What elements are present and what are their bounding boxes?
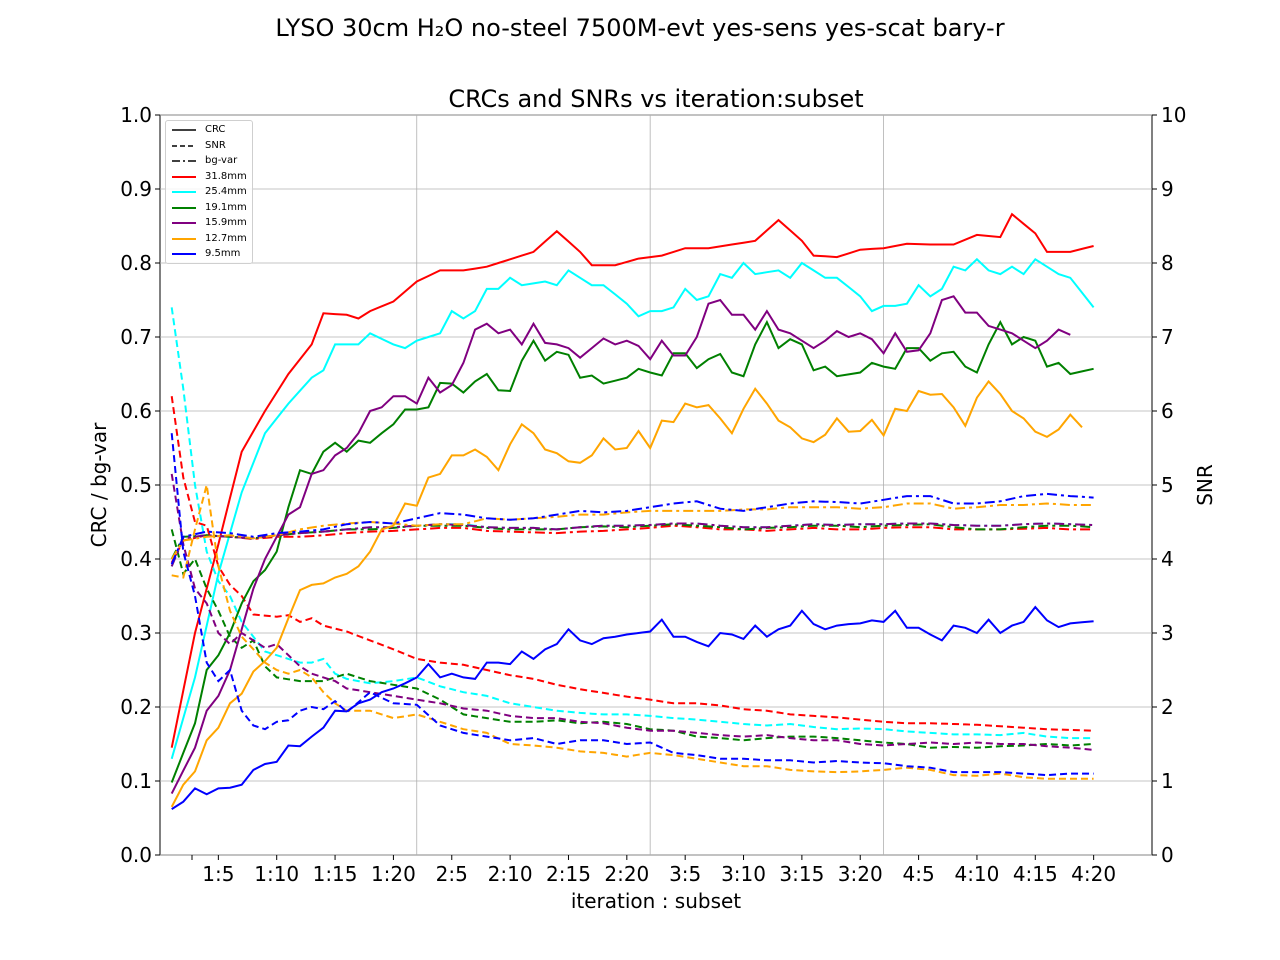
y-tick-label: 0.0	[120, 843, 152, 867]
bgvar-line-9-5mm	[170, 492, 1094, 565]
bgvar-line-12-7mm	[170, 502, 1094, 560]
x-tick-label: 2:15	[546, 862, 591, 886]
legend-line-19-1mm	[172, 207, 196, 209]
legend-label-25-4mm: 25.4mm	[205, 186, 247, 197]
y2-tick-label: 8	[1161, 251, 1174, 275]
bgvar-line-15-9mm	[170, 522, 1094, 567]
legend-entry-bg-var: bg-var	[170, 155, 250, 167]
legend-line-25-4mm	[172, 191, 196, 193]
y2-tick-label: 3	[1161, 621, 1174, 645]
y-tick-label: 0.1	[120, 769, 152, 793]
crc-line-31-8mm	[170, 212, 1094, 748]
bgvar-line-19-1mm	[170, 523, 1094, 560]
y-tick-label: 0.5	[120, 473, 152, 497]
bgvar-line-31-8mm	[170, 524, 1094, 564]
x-tick-label: 3:10	[721, 862, 766, 886]
y-tick-label: 1.0	[120, 103, 152, 127]
snr-line-12-7mm	[171, 484, 1094, 780]
snr-line-31-8mm	[170, 396, 1094, 732]
y-axis-label: CRC / bg-var	[87, 422, 111, 547]
y2-axis-label: SNR	[1193, 464, 1217, 506]
legend-line-12-7mm	[172, 238, 196, 240]
legend-entry-9-5mm: 9.5mm	[170, 248, 250, 260]
y2-tick-label: 1	[1161, 769, 1174, 793]
legend-line-snr	[172, 145, 196, 147]
legend-line-crc	[172, 129, 196, 131]
crc-line-15-9mm	[170, 295, 1071, 795]
x-tick-label: 2:10	[488, 862, 533, 886]
x-axis-label: iteration : subset	[571, 889, 741, 913]
crc-line-12-7mm	[170, 379, 1083, 808]
x-tick-label: 3:5	[669, 862, 701, 886]
y2-tick-label: 2	[1161, 695, 1174, 719]
y-tick-label: 0.4	[120, 547, 152, 571]
figure-suptitle: LYSO 30cm H₂O no-steel 7500M-evt yes-sen…	[275, 14, 1005, 42]
legend-entry-crc: CRC	[170, 124, 250, 136]
y-tick-label: 0.8	[120, 251, 152, 275]
x-tick-label: 3:15	[779, 862, 824, 886]
legend-entry-12-7mm: 12.7mm	[170, 233, 250, 245]
y-tick-label: 0.3	[120, 621, 152, 645]
snr-line-15-9mm	[170, 473, 1094, 751]
x-tick-label: 4:5	[902, 862, 934, 886]
y-tick-label: 0.6	[120, 399, 152, 423]
legend-label-19-1mm: 19.1mm	[205, 202, 247, 213]
y-tick-label: 0.2	[120, 695, 152, 719]
x-tick-label: 1:15	[313, 862, 358, 886]
y-tick-label: 0.7	[120, 325, 152, 349]
y2-tick-label: 6	[1161, 399, 1174, 423]
x-tick-label: 4:15	[1013, 862, 1058, 886]
x-tick-label: 4:10	[954, 862, 999, 886]
crc-line-9-5mm	[171, 605, 1094, 810]
legend-entry-15-9mm: 15.9mm	[170, 217, 250, 229]
legend-label-bg-var: bg-var	[205, 155, 238, 166]
legend-line-9-5mm	[172, 253, 196, 255]
snr-line-9-5mm	[170, 433, 1094, 777]
crc-line-19-1mm	[170, 319, 1094, 783]
legend-line-31-8mm	[172, 176, 196, 178]
legend-line-bg-var	[172, 160, 196, 162]
y2-tick-label: 9	[1161, 177, 1174, 201]
x-tick-label: 1:10	[254, 862, 299, 886]
x-tick-label: 3:20	[838, 862, 883, 886]
legend-label-12-7mm: 12.7mm	[205, 233, 247, 244]
y2-tick-label: 7	[1161, 325, 1174, 349]
crc-line-25-4mm	[170, 257, 1095, 760]
legend-entry-snr: SNR	[170, 140, 250, 152]
legend-label-9-5mm: 9.5mm	[205, 248, 241, 259]
x-tick-label: 4:20	[1071, 862, 1116, 886]
snr-line-19-1mm	[170, 529, 1094, 749]
legend-entry-31-8mm: 31.8mm	[170, 171, 250, 183]
series-layer	[170, 212, 1095, 810]
legend-entry-19-1mm: 19.1mm	[170, 202, 250, 214]
legend-label-snr: SNR	[205, 140, 226, 151]
legend-label-15-9mm: 15.9mm	[205, 217, 247, 228]
x-tick-label: 1:5	[202, 862, 234, 886]
grid-layer	[160, 114, 1152, 856]
y2-tick-label: 5	[1161, 473, 1174, 497]
y-tick-label: 0.9	[120, 177, 152, 201]
legend-entry-25-4mm: 25.4mm	[170, 186, 250, 198]
y2-tick-label: 4	[1161, 547, 1174, 571]
legend-label-31-8mm: 31.8mm	[205, 171, 247, 182]
x-tick-label: 2:20	[604, 862, 649, 886]
legend-line-15-9mm	[172, 222, 196, 224]
legend: CRC SNR bg-var 31.8mm 25.4mm 19.1mm 15	[165, 120, 253, 264]
y2-tick-label: 10	[1161, 103, 1186, 127]
legend-label-crc: CRC	[205, 124, 226, 135]
y2-tick-label: 0	[1161, 843, 1174, 867]
x-tick-label: 1:20	[371, 862, 416, 886]
axis-layer: 0.0 0.1 0.2 0.3 0.4 0.5 0.6 0.7 0.8 0.9 1.0 0 1 2 3 4 5 6…	[120, 103, 1186, 886]
chart-title: CRCs and SNRs vs iteration:subset	[448, 85, 864, 113]
x-tick-label: 2:5	[436, 862, 468, 886]
